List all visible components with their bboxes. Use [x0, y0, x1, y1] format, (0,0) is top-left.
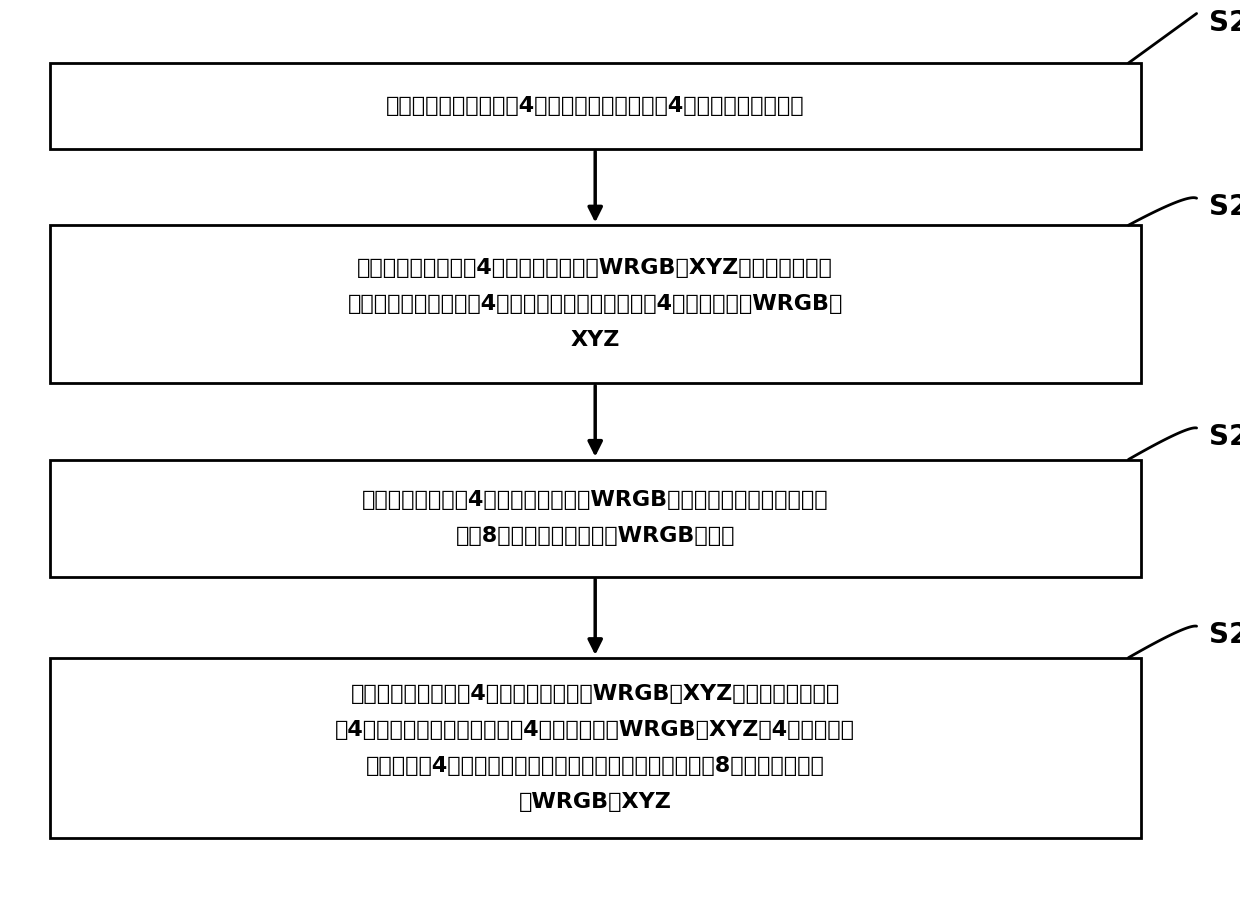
- Text: S21: S21: [1209, 8, 1240, 37]
- Text: 根据所述预设视角下4峰像素每一灰阶的WRGB的XYZ、所述预设视角下: 根据所述预设视角下4峰像素每一灰阶的WRGB的XYZ、所述预设视角下: [351, 684, 839, 704]
- Text: 的WRGB的XYZ: 的WRGB的XYZ: [518, 792, 672, 812]
- Text: 面积系数和4峰次区像素面积系数计算所述预设视角下第一8峰像素每一灰阶: 面积系数和4峰次区像素面积系数计算所述预设视角下第一8峰像素每一灰阶: [366, 756, 825, 776]
- Text: XYZ: XYZ: [570, 330, 620, 350]
- FancyBboxPatch shape: [50, 63, 1141, 149]
- Text: S24: S24: [1209, 621, 1240, 650]
- Text: 与4峰像素主区每一灰阶对应的4峰次区像素的WRGB的XYZ、4峰主区像素: 与4峰像素主区每一灰阶对应的4峰次区像素的WRGB的XYZ、4峰主区像素: [335, 720, 856, 740]
- FancyBboxPatch shape: [50, 225, 1141, 383]
- Text: 根据所述面积比，计算4峰主区像素面积系数和4峰次区像素面积系数: 根据所述面积比，计算4峰主区像素面积系数和4峰次区像素面积系数: [386, 96, 805, 116]
- FancyBboxPatch shape: [50, 658, 1141, 838]
- Text: 第一8峰像素的所述灰阶的WRGB的电压: 第一8峰像素的所述灰阶的WRGB的电压: [455, 526, 735, 546]
- Text: S23: S23: [1209, 423, 1240, 451]
- Text: 取所述预设视角下4峰像素每一灰阶的WRGB的电压作为所述预设视角下: 取所述预设视角下4峰像素每一灰阶的WRGB的电压作为所述预设视角下: [362, 490, 828, 510]
- Text: 根据所述预设视角下4峰像素每一灰阶的WRGB的XYZ和所述电压比、: 根据所述预设视角下4峰像素每一灰阶的WRGB的XYZ和所述电压比、: [357, 258, 833, 278]
- Text: 计算所述预设视角下与4峰像素主区每一灰阶对应的4峰次区像素的WRGB的: 计算所述预设视角下与4峰像素主区每一灰阶对应的4峰次区像素的WRGB的: [347, 294, 843, 314]
- FancyBboxPatch shape: [50, 460, 1141, 577]
- Text: S22: S22: [1209, 193, 1240, 222]
